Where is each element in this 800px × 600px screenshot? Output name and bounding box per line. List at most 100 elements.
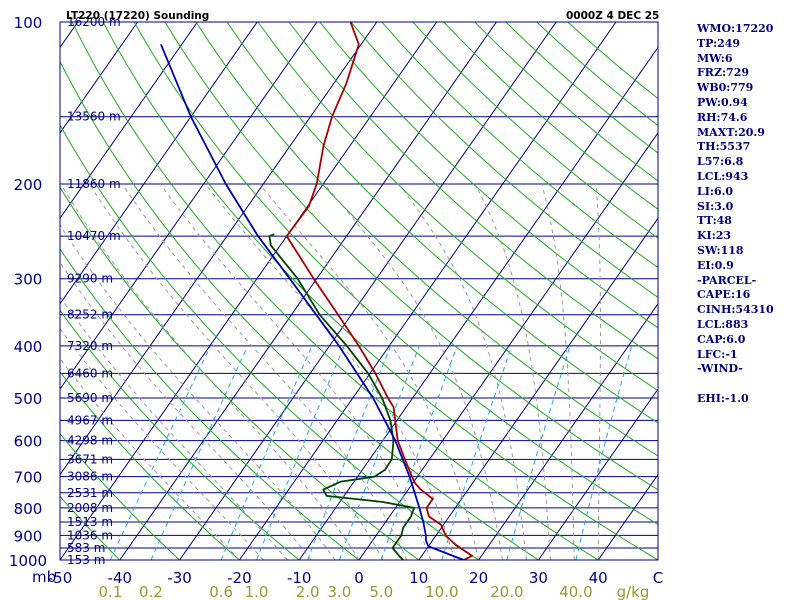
isotherm-line [298,46,658,560]
temperature-tick-label: 10 [409,569,428,587]
index-item: TT:48 [697,214,732,228]
mixing-ratio-line [575,345,633,560]
moist-adiabat-line [60,357,240,560]
moist-adiabat-lines [60,183,601,560]
moist-adiabat-line [595,183,601,560]
temperature-tick-labels: mb-50 -40 -30 -20 -10 0 10 20 30 40 C [32,568,663,587]
dry-adiabat-line [60,495,121,560]
temperature-tick-label: 20 [469,569,488,587]
temperature-tick-label: 0 [354,569,364,587]
dry-adiabat-line [102,22,658,560]
index-item: FRZ:729 [697,66,750,80]
moist-adiabat-line [474,183,551,560]
dry-adiabat-line [60,186,420,560]
dry-adiabat-line [319,22,658,329]
isotherm-line [179,22,557,560]
mixing-ratio-tick-labels: 0.1 0.2 0.6 1.0 2.0 3.0 5.0 10.0 20.0 40.0 g/kg [98,583,649,600]
moist-adiabat-line [60,327,264,560]
temperature-tick-label: -10 [287,569,312,587]
dry-adiabat-line [60,371,240,560]
index-item [697,377,800,392]
temperature-line [285,22,473,560]
pressure-tick-label: 1000 [9,552,47,570]
plot-area [60,22,658,560]
pressure-tick-label: 600 [14,433,43,451]
dry-adiabat-line [288,22,658,360]
height-label: 13560 m [67,110,121,124]
dry-adiabat-line [350,22,658,298]
sounding-time: 0000Z 4 DEC 25 [566,10,659,22]
index-item: WB0:779 [697,81,754,95]
temperature-tick-label: -20 [227,569,252,587]
index-item: RH:74.6 [697,110,748,124]
index-item: CAPE:16 [697,288,751,302]
pressure-tick-label: 500 [14,390,43,408]
height-label: 1513 m [67,515,113,529]
index-item: LCL:883 [697,317,749,331]
station-title: LT220 (17220) Sounding [66,10,209,22]
height-label: 583 m [67,541,105,555]
moist-adiabat-line [60,261,312,560]
isotherm-line [358,131,658,560]
mixing-ratio-unit-label: g/kg [617,583,650,600]
dry-adiabat-line [164,22,658,491]
mixing-ratio-tick-label: 3.0 [327,583,351,600]
moist-adiabat-line [60,183,360,560]
isotherm-line [60,22,318,391]
height-label: 2531 m [67,486,113,500]
pressure-tick-label: 100 [14,14,43,32]
height-label: 1036 m [67,528,113,542]
temperature-tick-label: -40 [108,569,133,587]
height-label: 10470 m [67,229,121,243]
moist-adiabat-line [398,183,527,560]
dry-adiabat-line [60,309,300,560]
isotherm-line [60,22,438,560]
index-item: -PARCEL- [697,273,757,287]
pressure-tick-label: 300 [14,271,43,289]
temperature-unit-label: C [653,569,663,587]
dewpoint-line [268,233,415,560]
dry-adiabat-line [133,22,658,526]
isotherm-line [418,217,658,560]
dry-adiabat-line [412,22,658,239]
height-label: 6460 m [67,366,113,380]
indices-panel: WMO:17220 TP:249 MW:6 FRZ:729 WB0:779 PW:0.94… [697,22,800,407]
isotherm-line [119,22,497,560]
dry-adiabat-line [60,123,479,560]
isotherm-line [537,388,658,560]
pressure-axis-label: mb [32,568,56,586]
dry-adiabat-line [257,22,658,392]
isotherm-line [60,22,139,134]
index-item: PW:0.94 [697,95,748,109]
height-label: 11860 m [67,177,121,191]
index-item: SI:3.0 [697,199,734,213]
index-item: KI:23 [697,229,732,243]
plot-frame [59,21,659,561]
moist-adiabat-line [121,183,408,560]
moist-adiabat-line [259,183,480,560]
temperature-tick-label: -30 [167,569,192,587]
temperature-tick-label: 30 [529,569,548,587]
mixing-ratio-tick-label: 0.2 [139,583,163,600]
isotherm-line [478,302,658,560]
index-item: WMO:17220 [697,22,774,35]
dry-adiabat-line [60,433,180,560]
index-item: CAP:6.0 [697,332,746,346]
index-item: LFC:-1 [697,347,738,361]
dry-adiabat-line [60,60,539,560]
profile-lines [160,22,473,560]
temperature-tick-label: -50 [48,569,73,587]
mixing-ratio-tick-label: 20.0 [490,583,523,600]
height-label: 4967 m [67,413,113,427]
dry-adiabat-line [381,22,658,269]
height-label: 2008 m [67,501,113,515]
height-label: 4298 m [67,434,113,448]
pressure-tick-label: 900 [14,527,43,545]
index-item: CINH:54310 [697,303,774,317]
height-label: 8252 m [67,308,113,322]
mixing-ratio-tick-label: 2.0 [296,583,320,600]
isotherm-line [60,22,378,476]
dry-adiabat-lines [60,22,658,560]
dry-adiabat-line [71,22,599,560]
dry-adiabat-line [195,22,658,457]
